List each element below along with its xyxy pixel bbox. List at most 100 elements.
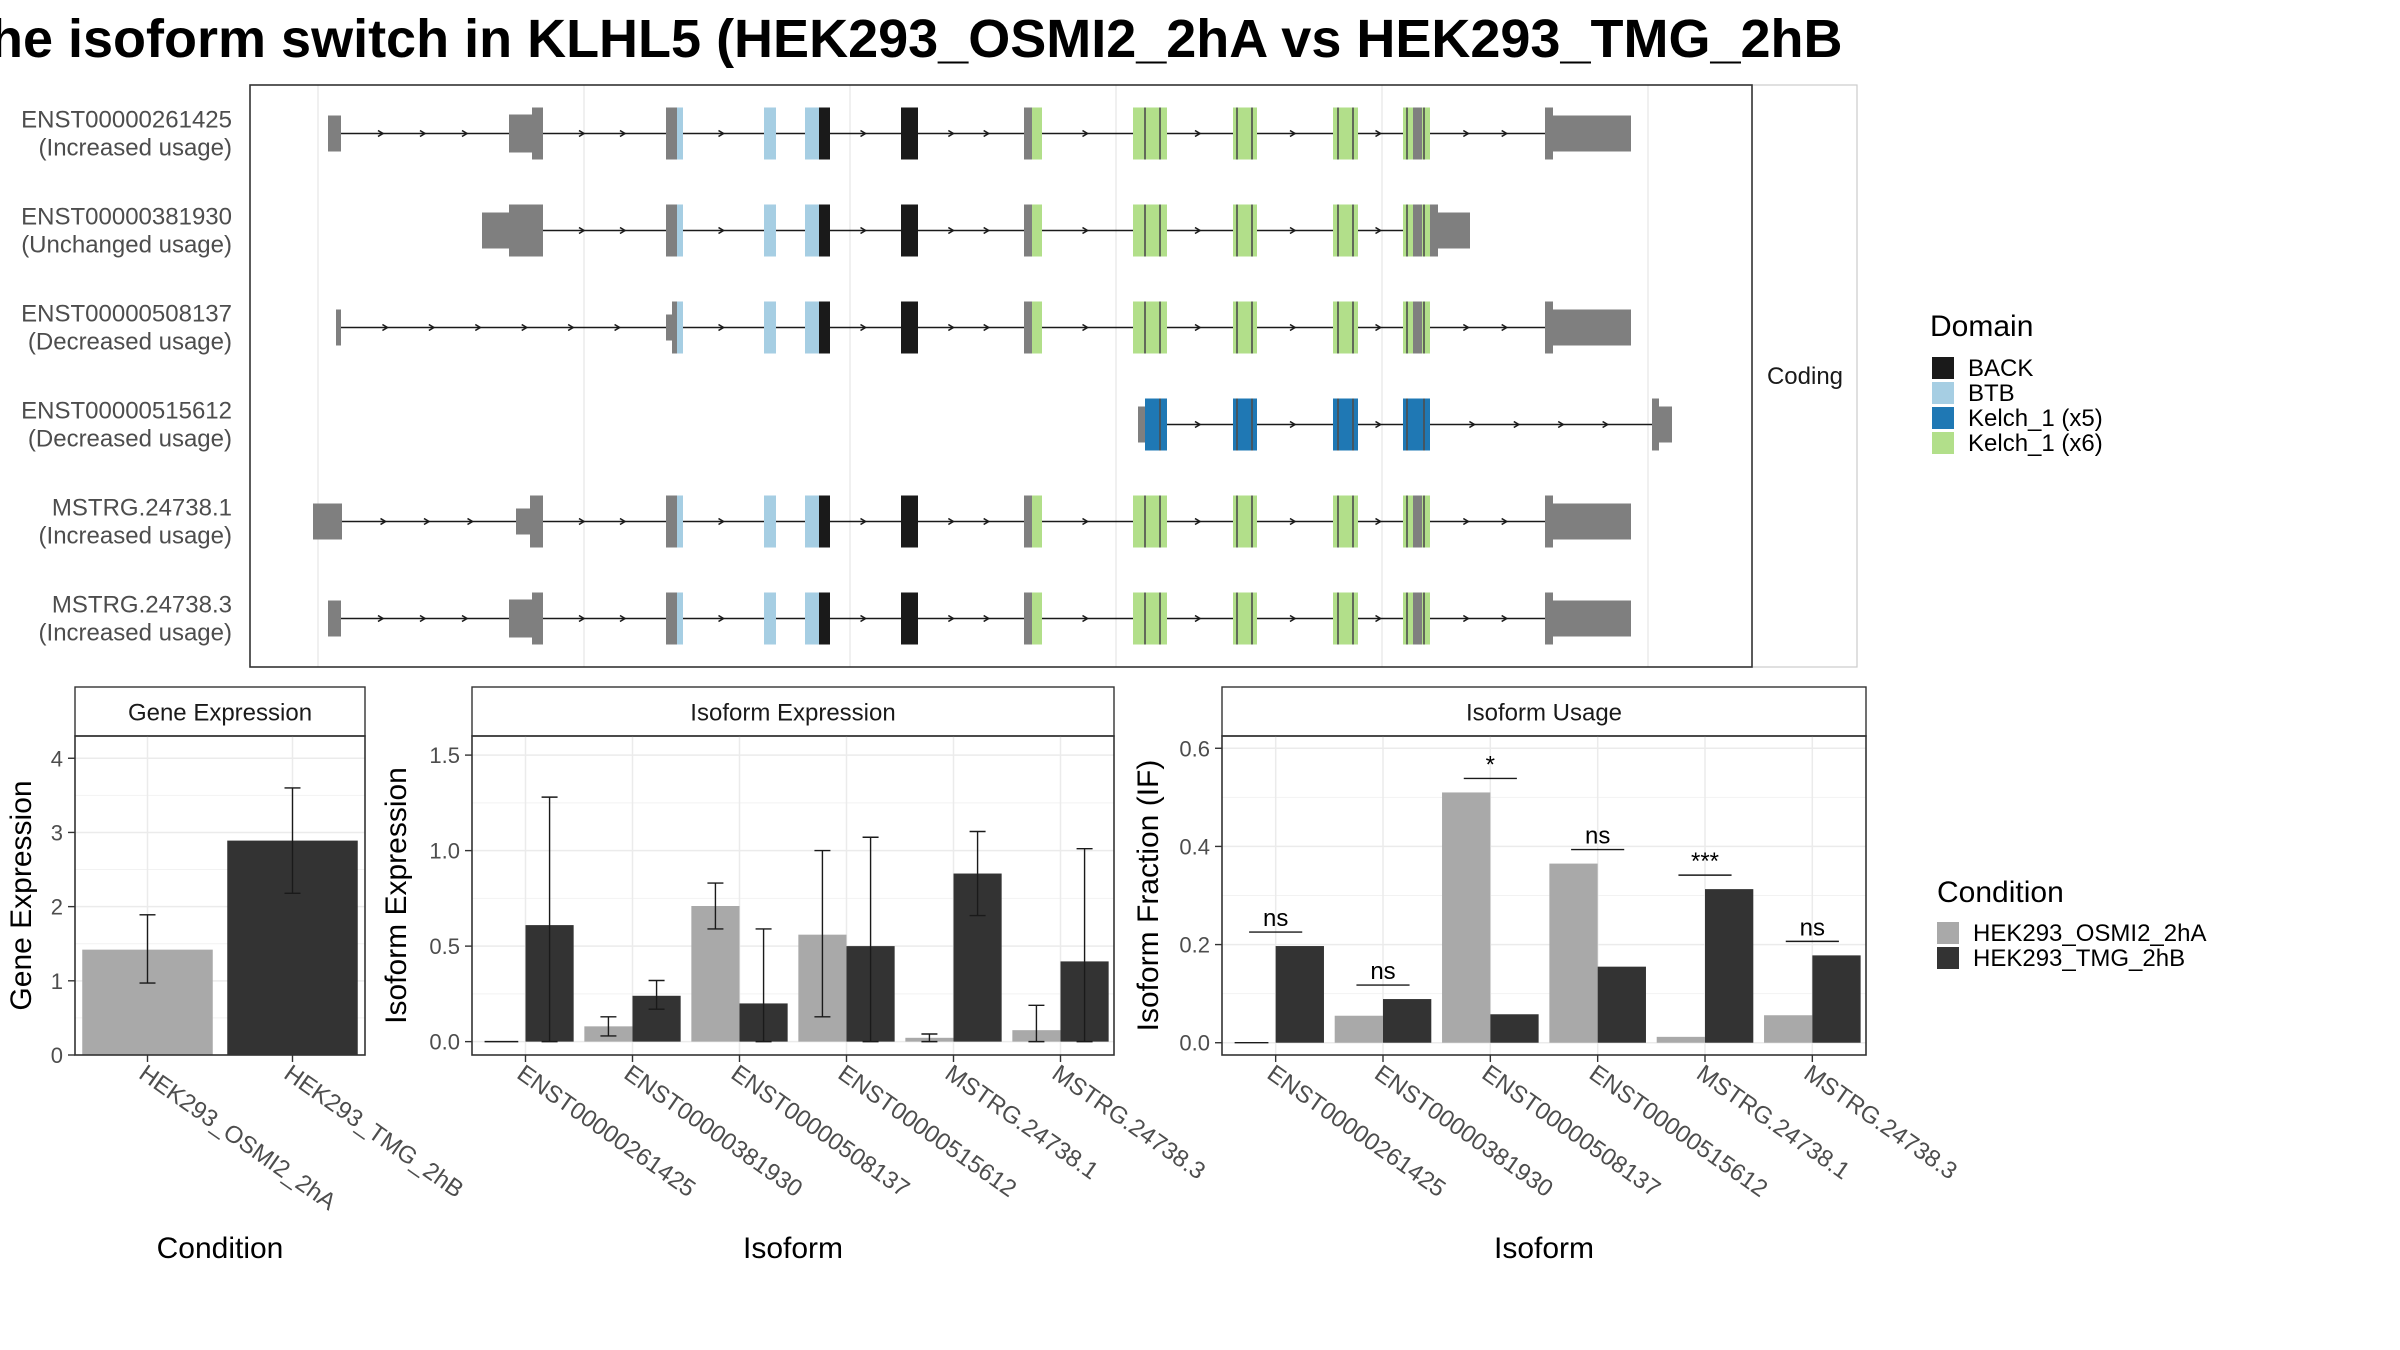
y-tick-label: 0	[51, 1043, 63, 1068]
domain-exon-block	[1333, 107, 1358, 160]
strand-arrow	[1513, 420, 1521, 429]
strand-arrow	[1289, 129, 1297, 138]
strand-arrow	[947, 323, 955, 332]
domain-exon-block	[901, 301, 918, 354]
strand-arrow	[377, 129, 385, 138]
y-tick-label: 3	[51, 820, 63, 845]
exon-block	[516, 508, 530, 535]
significance-label: ns	[1263, 905, 1288, 932]
strand-arrow	[619, 614, 627, 623]
exon-block	[1138, 406, 1145, 443]
condition-legend-swatch	[1937, 947, 1959, 969]
strand-arrow	[947, 226, 955, 235]
domain-exon-block	[1032, 592, 1042, 645]
data-bar	[1442, 792, 1491, 1043]
domain-exon-block	[1133, 204, 1167, 257]
y-tick-label: 0.6	[1179, 736, 1210, 761]
strand-arrow	[1082, 129, 1090, 138]
strand-arrow	[380, 517, 388, 526]
strand-arrow	[1501, 323, 1509, 332]
strand-arrow	[860, 323, 868, 332]
strand-arrow	[1375, 129, 1383, 138]
strand-arrow	[619, 226, 627, 235]
data-bar	[1764, 1015, 1813, 1043]
strand-arrow	[423, 517, 431, 526]
strand-arrow	[983, 614, 991, 623]
y-tick-label: 1	[51, 969, 63, 994]
strand-arrow	[1557, 420, 1565, 429]
domain-exon-block	[1422, 592, 1430, 645]
domain-exon-block	[819, 204, 830, 257]
transcript-status-label: (Decreased usage)	[28, 329, 232, 356]
strand-arrow	[1082, 226, 1090, 235]
exon-block	[1545, 301, 1553, 354]
strand-arrow	[1194, 226, 1202, 235]
domain-exon-block	[1403, 107, 1413, 160]
domain-exon-block	[901, 204, 918, 257]
strand-arrow	[619, 517, 627, 526]
chart-strip	[1221, 686, 1867, 737]
domain-exon-block	[677, 107, 683, 160]
y-tick-label: 0.0	[429, 1030, 460, 1055]
domain-exon-block	[1333, 204, 1358, 257]
strand-arrow	[578, 614, 586, 623]
strand-arrow	[1289, 420, 1297, 429]
strand-arrow	[1462, 614, 1470, 623]
data-bar	[1334, 1015, 1383, 1043]
transcript-status-label: (Decreased usage)	[28, 426, 232, 453]
strand-arrow	[1375, 226, 1383, 235]
domain-exon-block	[1403, 495, 1413, 548]
exon-block	[313, 503, 342, 540]
exon-block	[1652, 398, 1659, 451]
x-axis-title: Isoform	[1494, 1232, 1594, 1265]
chart-title: Gene Expression	[128, 700, 312, 727]
coding-strip	[1751, 84, 1858, 668]
strand-arrow	[461, 129, 469, 138]
strand-arrow	[461, 614, 469, 623]
domain-exon-block	[677, 204, 683, 257]
structure-background	[250, 85, 1752, 667]
domain-exon-block	[764, 301, 776, 354]
isoform-usage-chart: Isoform Usage ns ns * ns *** ns 0.0 0.2 0.4 0.6 ENS…	[1132, 686, 1962, 1265]
x-tick-label: ENST00000261425	[512, 1060, 700, 1203]
strand-arrow	[1468, 420, 1476, 429]
y-tick-label: 0.0	[1179, 1031, 1210, 1056]
exon-block	[666, 592, 677, 645]
domain-exon-block	[1333, 495, 1358, 548]
y-tick-label: 0.4	[1179, 834, 1210, 859]
strand-arrow	[983, 517, 991, 526]
y-tick-label: 0.5	[429, 934, 460, 959]
strand-arrow	[947, 517, 955, 526]
strand-arrow	[1082, 614, 1090, 623]
strand-arrow	[1501, 614, 1509, 623]
domain-exon-block	[819, 592, 830, 645]
transcript-status-label: (Increased usage)	[39, 523, 232, 550]
domain-legend-title: Domain	[1930, 310, 2033, 343]
data-bar	[1812, 955, 1861, 1043]
domain-exon-block	[819, 301, 830, 354]
domain-legend-swatch	[1932, 382, 1954, 404]
domain-exon-block	[819, 107, 830, 160]
data-bar	[1383, 999, 1432, 1043]
strand-arrow	[1501, 517, 1509, 526]
strand-arrow	[382, 323, 389, 332]
exon-block	[328, 600, 341, 637]
strand-arrow	[1462, 323, 1470, 332]
domain-legend-swatch	[1932, 432, 1954, 454]
exon-block	[530, 495, 543, 548]
domain-exon-block	[805, 301, 819, 354]
strand-arrow	[1602, 420, 1610, 429]
strand-arrow	[718, 614, 726, 623]
domain-exon-block	[805, 495, 819, 548]
strand-arrow	[619, 129, 627, 138]
exon-block	[1024, 301, 1032, 354]
figure-title: he isoform switch in KLHL5 (HEK293_OSMI2…	[0, 9, 1843, 69]
domain-exon-block	[901, 495, 918, 548]
exon-block	[482, 212, 509, 249]
strand-arrow	[983, 226, 991, 235]
strand-arrow	[718, 226, 726, 235]
strand-arrow	[860, 517, 868, 526]
exon-block	[1024, 107, 1032, 160]
exon-block	[1553, 600, 1631, 637]
